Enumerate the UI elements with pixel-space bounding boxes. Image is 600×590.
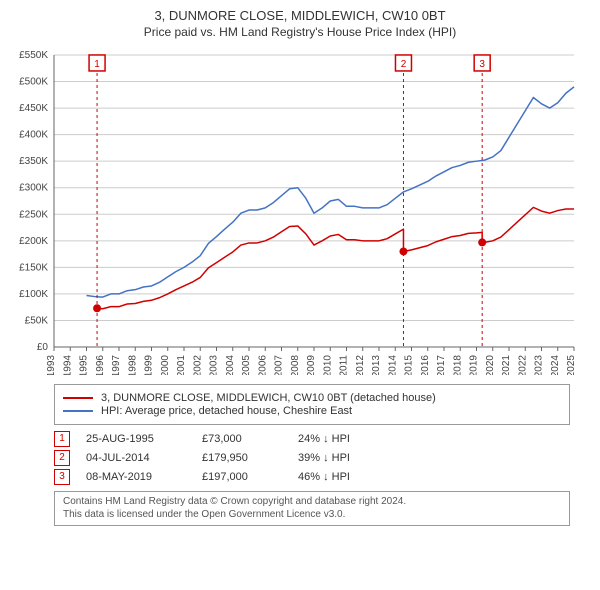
legend-label: 3, DUNMORE CLOSE, MIDDLEWICH, CW10 0BT (… [101,392,436,404]
svg-text:1999: 1999 [144,355,155,375]
svg-text:2008: 2008 [290,355,301,375]
svg-text:2017: 2017 [436,355,447,375]
svg-text:1: 1 [94,59,100,70]
svg-text:2009: 2009 [306,355,317,375]
note-date: 25-AUG-1995 [86,433,186,445]
svg-text:£100K: £100K [19,289,48,300]
footer-attribution: Contains HM Land Registry data © Crown c… [54,491,570,526]
legend-item: HPI: Average price, detached house, Ches… [63,405,561,417]
svg-text:£450K: £450K [19,103,48,114]
svg-text:2022: 2022 [517,355,528,375]
note-date: 04-JUL-2014 [86,452,186,464]
svg-text:1994: 1994 [62,355,73,375]
note-pct: 46% ↓ HPI [298,471,350,483]
svg-text:2: 2 [401,59,407,70]
svg-text:1995: 1995 [79,355,90,375]
note-price: £73,000 [202,433,282,445]
svg-text:2000: 2000 [160,355,171,375]
note-date: 08-MAY-2019 [86,471,186,483]
svg-text:2024: 2024 [550,355,561,375]
note-price: £197,000 [202,471,282,483]
svg-text:2004: 2004 [225,355,236,375]
note-row: 2 04-JUL-2014 £179,950 39% ↓ HPI [54,450,570,466]
svg-text:£500K: £500K [19,77,48,88]
svg-text:2014: 2014 [387,355,398,375]
legend-swatch [63,397,93,399]
svg-text:2018: 2018 [452,355,463,375]
svg-text:£550K: £550K [19,50,48,61]
svg-text:2010: 2010 [322,355,333,375]
svg-text:2019: 2019 [469,355,480,375]
svg-text:2002: 2002 [192,355,203,375]
legend-box: 3, DUNMORE CLOSE, MIDDLEWICH, CW10 0BT (… [54,384,570,425]
svg-text:2015: 2015 [404,355,415,375]
note-pct: 24% ↓ HPI [298,433,350,445]
svg-text:2003: 2003 [209,355,220,375]
legend-label: HPI: Average price, detached house, Ches… [101,405,352,417]
svg-text:2023: 2023 [534,355,545,375]
note-badge: 2 [54,450,70,466]
svg-text:2021: 2021 [501,355,512,375]
note-badge: 3 [54,469,70,485]
note-row: 3 08-MAY-2019 £197,000 46% ↓ HPI [54,469,570,485]
chart-subtitle: Price paid vs. HM Land Registry's House … [10,25,590,39]
note-row: 1 25-AUG-1995 £73,000 24% ↓ HPI [54,431,570,447]
svg-text:2007: 2007 [274,355,285,375]
svg-text:1996: 1996 [95,355,106,375]
svg-text:2013: 2013 [371,355,382,375]
note-pct: 39% ↓ HPI [298,452,350,464]
footer-line-2: This data is licensed under the Open Gov… [63,509,561,522]
svg-text:2011: 2011 [339,355,350,375]
svg-text:2025: 2025 [566,355,577,375]
line-chart-svg: £0 £50K £100K £150K £200K £250K £300K £350K £400… [10,45,590,375]
svg-text:2020: 2020 [485,355,496,375]
svg-text:£250K: £250K [19,209,48,220]
svg-text:2001: 2001 [176,355,187,375]
sale-notes: 1 25-AUG-1995 £73,000 24% ↓ HPI 2 04-JUL-2014… [54,431,570,485]
svg-text:1993: 1993 [46,355,57,375]
legend-swatch [63,410,93,412]
svg-text:1997: 1997 [111,355,122,375]
svg-text:£150K: £150K [19,262,48,273]
svg-text:1998: 1998 [127,355,138,375]
svg-text:2012: 2012 [355,355,366,375]
svg-text:£50K: £50K [25,315,49,326]
svg-text:£0: £0 [37,342,49,353]
note-price: £179,950 [202,452,282,464]
svg-text:£400K: £400K [19,130,48,141]
svg-text:£350K: £350K [19,156,48,167]
svg-text:2016: 2016 [420,355,431,375]
svg-text:3: 3 [479,59,485,70]
svg-text:£300K: £300K [19,183,48,194]
footer-line-1: Contains HM Land Registry data © Crown c… [63,496,561,509]
chart-area: £0 £50K £100K £150K £200K £250K £300K £350K £400… [10,45,590,378]
note-badge: 1 [54,431,70,447]
svg-text:£200K: £200K [19,236,48,247]
svg-text:2005: 2005 [241,355,252,375]
chart-title: 3, DUNMORE CLOSE, MIDDLEWICH, CW10 0BT [10,8,590,23]
legend-item: 3, DUNMORE CLOSE, MIDDLEWICH, CW10 0BT (… [63,392,561,404]
svg-text:2006: 2006 [257,355,268,375]
